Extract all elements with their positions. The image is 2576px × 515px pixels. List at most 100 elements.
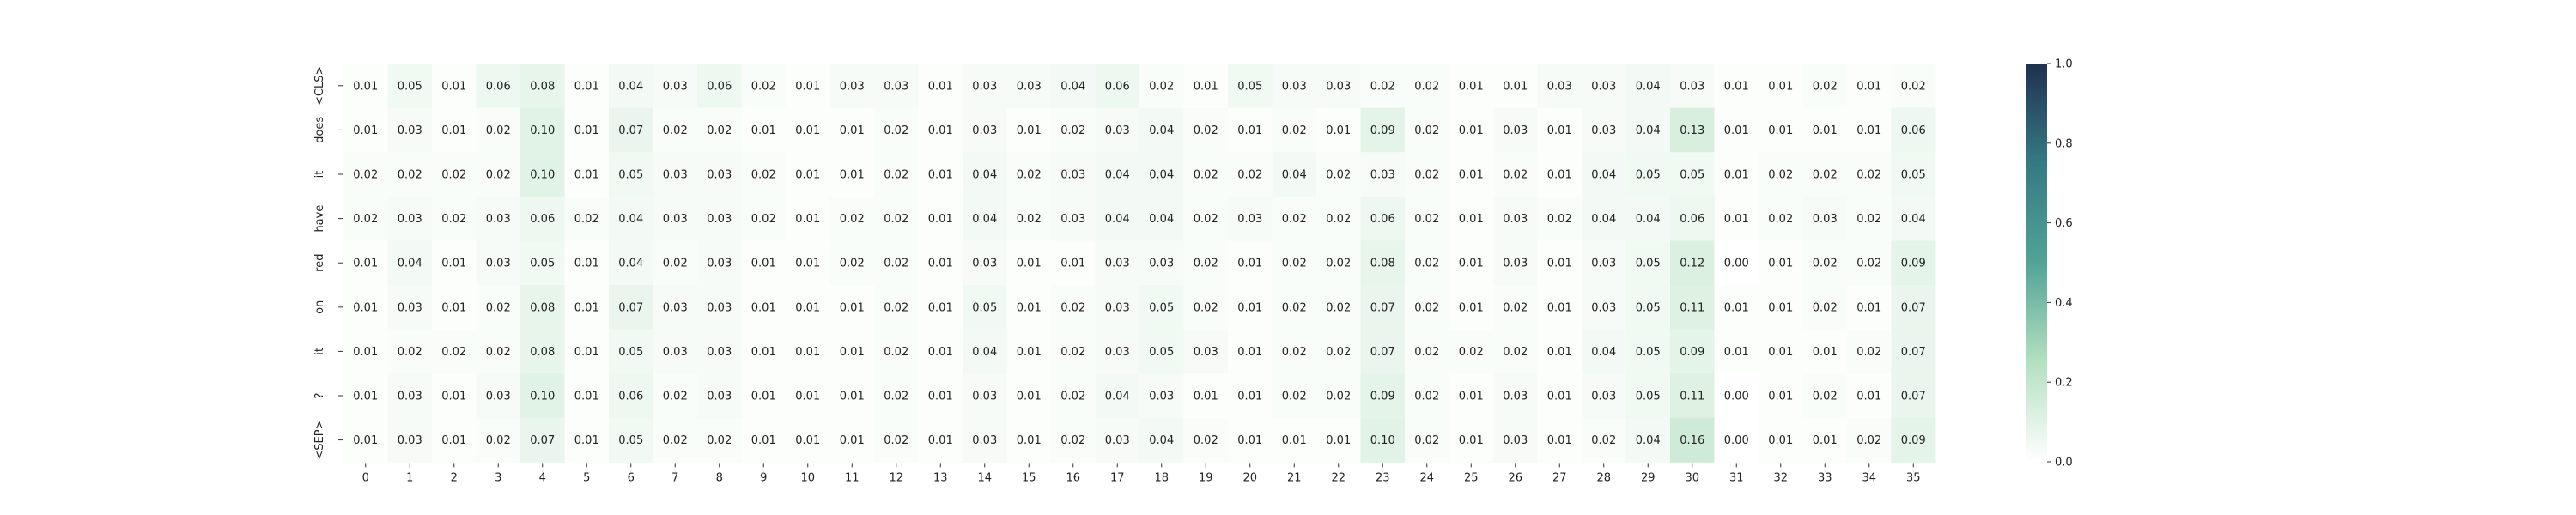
heatmap-cell [1625, 329, 1671, 374]
cell-value-label: 0.01 [840, 434, 865, 447]
heatmap-cell [432, 196, 477, 241]
heatmap-cell [653, 373, 698, 419]
cell-value-label: 0.00 [1724, 258, 1749, 270]
heatmap-cell [1759, 329, 1803, 374]
cell-value-label: 0.03 [486, 391, 511, 403]
cell-value-label: 0.04 [398, 258, 422, 270]
heatmap-cell [1759, 240, 1803, 286]
cell-value-label: 0.06 [1105, 80, 1130, 93]
heatmap-cell [432, 417, 477, 463]
cell-value-label: 0.02 [884, 213, 908, 226]
heatmap-cell [963, 64, 1007, 108]
cell-value-label: 0.05 [618, 346, 643, 359]
heatmap-cell [564, 240, 610, 286]
heatmap-cell [1847, 107, 1892, 153]
heatmap-cell [1360, 196, 1406, 241]
heatmap-cells: 0.01 0.05 0.01 0.06 0.08 0.01 0.04 0.03 0.06 0.02… [343, 64, 1936, 463]
x-tick-label: 25 [1464, 471, 1479, 484]
y-tick-label: does [313, 117, 326, 143]
cell-value-label: 0.01 [1768, 434, 1793, 447]
x-tick-label: 10 [800, 471, 815, 484]
cell-value-label: 0.01 [1768, 124, 1793, 137]
heatmap-cell [741, 107, 787, 153]
cell-value-label: 0.02 [751, 213, 776, 226]
cell-value-label: 0.01 [928, 301, 953, 314]
cell-value-label: 0.02 [1060, 124, 1085, 137]
heatmap-cell [1670, 373, 1715, 419]
heatmap-cell [918, 240, 963, 286]
cell-value-label: 0.04 [1149, 213, 1174, 226]
heatmap-cell [1183, 64, 1229, 108]
cell-value-label: 0.02 [884, 434, 908, 447]
heatmap-cell [1493, 107, 1538, 153]
heatmap-cell [1759, 417, 1803, 463]
cell-value-label: 0.01 [928, 391, 953, 403]
heatmap-cell [1095, 373, 1140, 419]
cell-value-label: 0.02 [441, 169, 466, 182]
cell-value-label: 0.01 [928, 258, 953, 270]
cell-value-label: 0.04 [1149, 124, 1174, 137]
heatmap-cell [1316, 240, 1361, 286]
cell-value-label: 0.01 [795, 169, 820, 182]
heatmap-cell [1272, 285, 1317, 330]
heatmap-cell [1714, 417, 1759, 463]
cell-value-label: 0.01 [441, 124, 466, 137]
cell-value-label: 0.01 [574, 80, 599, 93]
x-tick-label: 21 [1287, 471, 1302, 484]
cell-value-label: 0.03 [1060, 213, 1085, 226]
heatmap-cell [1405, 64, 1449, 108]
heatmap-cell [476, 373, 521, 419]
cell-value-label: 0.04 [1636, 124, 1661, 137]
cell-value-label: 0.01 [840, 169, 865, 182]
heatmap-cell [829, 196, 875, 241]
heatmap-cell [1582, 240, 1626, 286]
heatmap-cell [1847, 64, 1892, 108]
cell-value-label: 0.04 [972, 346, 997, 359]
x-tick-label: 22 [1331, 471, 1346, 484]
heatmap-cell [1847, 329, 1892, 374]
heatmap-cell [609, 417, 653, 463]
y-tick-label: it [313, 348, 326, 355]
heatmap-cell [1228, 107, 1273, 153]
cell-value-label: 0.01 [1237, 391, 1262, 403]
x-tick-label: 20 [1242, 471, 1257, 484]
heatmap-cell [432, 373, 477, 419]
heatmap-cell [1847, 373, 1892, 419]
heatmap-cell [963, 107, 1007, 153]
heatmap-cell [1891, 329, 1936, 374]
heatmap-cell [1449, 196, 1494, 241]
heatmap-cell [564, 373, 610, 419]
heatmap-cell [653, 417, 698, 463]
colorbar-tick-label: 0.4 [2055, 297, 2073, 310]
cell-value-label: 0.03 [884, 80, 908, 93]
heatmap-cell [387, 417, 433, 463]
heatmap-cell [1449, 417, 1494, 463]
heatmap-cell [1714, 152, 1759, 197]
heatmap-cell [343, 417, 388, 463]
cell-value-label: 0.03 [1503, 258, 1528, 270]
cell-value-label: 0.03 [398, 301, 422, 314]
heatmap-cell [1316, 373, 1361, 419]
cell-value-label: 0.03 [707, 391, 732, 403]
cell-value-label: 0.02 [1813, 301, 1838, 314]
cell-value-label: 0.03 [1194, 346, 1218, 359]
heatmap-cell [1006, 240, 1052, 286]
colorbar-gradient [2026, 64, 2047, 462]
cell-value-label: 0.04 [1105, 169, 1130, 182]
cell-value-label: 0.05 [1901, 169, 1926, 182]
cell-value-label: 0.00 [1724, 434, 1749, 447]
cell-value-label: 0.02 [486, 346, 511, 359]
cell-value-label: 0.05 [1149, 301, 1174, 314]
cell-value-label: 0.03 [972, 124, 997, 137]
heatmap-cell [1891, 64, 1936, 108]
cell-value-label: 0.02 [1017, 213, 1042, 226]
cell-value-label: 0.01 [1724, 346, 1749, 359]
cell-value-label: 0.02 [1856, 213, 1881, 226]
cell-value-label: 0.01 [1547, 258, 1572, 270]
heatmap-cell [1095, 417, 1140, 463]
heatmap-cell [1316, 417, 1361, 463]
heatmap-cell [829, 64, 875, 108]
heatmap-cell [1714, 196, 1759, 241]
cell-value-label: 0.02 [1414, 124, 1439, 137]
heatmap-cell [1272, 152, 1317, 197]
